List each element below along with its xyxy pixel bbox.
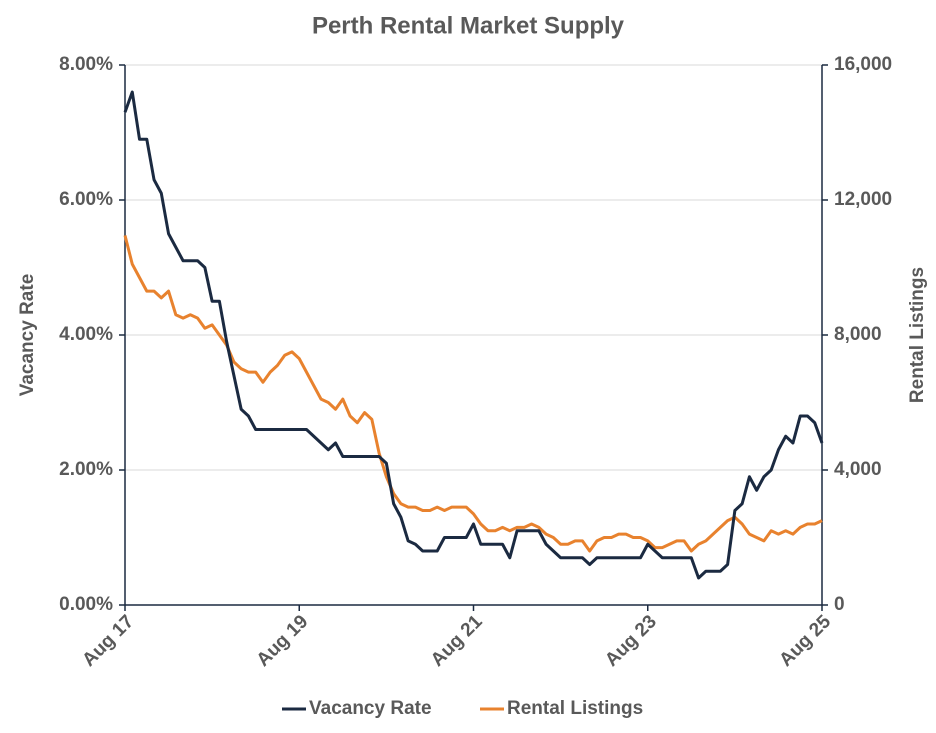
x-tick-label: Aug 25: [775, 611, 835, 671]
y2-tick-label: 4,000: [834, 459, 882, 480]
y-tick-label: 8.00%: [59, 54, 113, 75]
x-tick-label: Aug 23: [601, 611, 661, 671]
y-tick-label: 4.00%: [59, 324, 113, 345]
legend-label: Vacancy Rate: [309, 698, 432, 719]
y2-tick-label: 16,000: [834, 54, 892, 75]
series-line: [123, 90, 824, 580]
y-tick-label: 2.00%: [59, 459, 113, 480]
y-tick-label: 0.00%: [59, 594, 113, 615]
y2-tick-label: 8,000: [834, 324, 882, 345]
chart-title: Perth Rental Market Supply: [312, 12, 625, 39]
x-tick-label: Aug 21: [427, 611, 487, 671]
y2-tick-label: 12,000: [834, 189, 892, 210]
x-tick-label: Aug 19: [253, 611, 313, 671]
y2-tick-label: 0: [834, 594, 845, 615]
y2-axis-label: Rental Listings: [907, 267, 928, 403]
x-tick-label: Aug 17: [78, 611, 138, 671]
series-line: [123, 235, 823, 553]
legend-label: Rental Listings: [507, 698, 643, 719]
y-tick-label: 6.00%: [59, 189, 113, 210]
y-axis-label: Vacancy Rate: [17, 274, 38, 397]
